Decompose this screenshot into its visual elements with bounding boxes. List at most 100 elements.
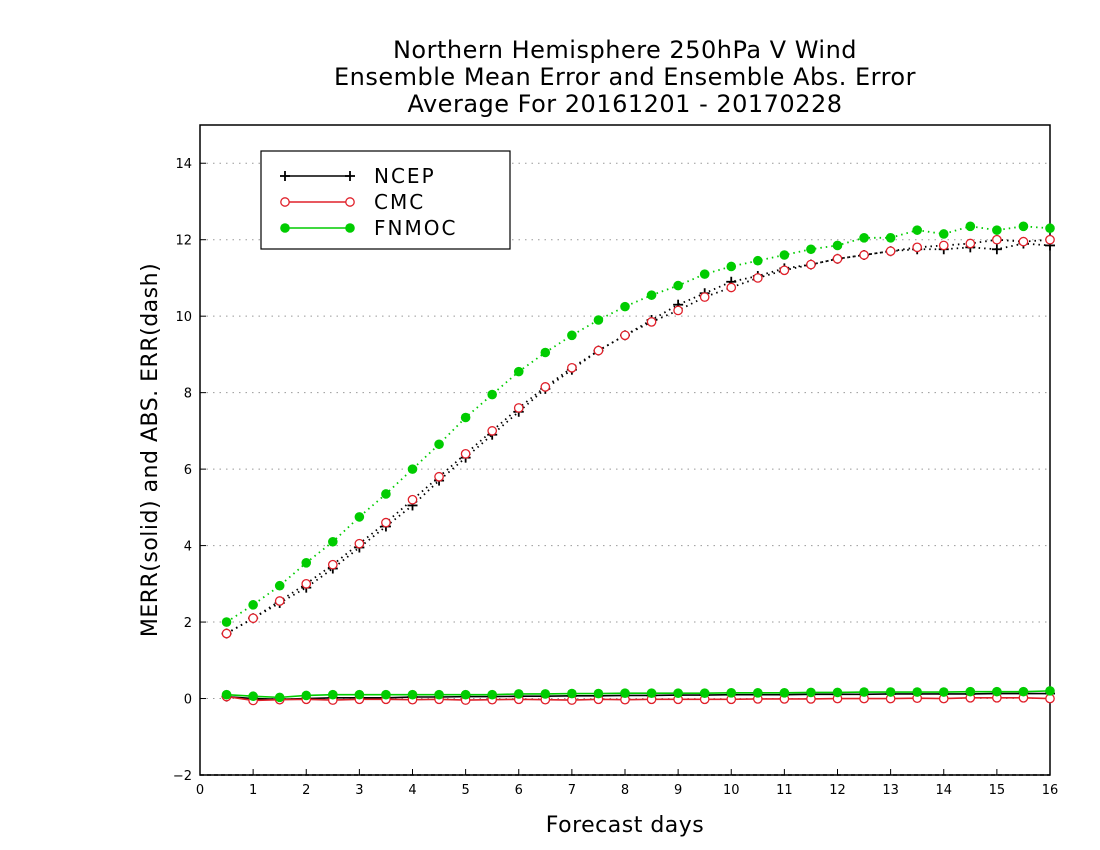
abs-err-point [699, 269, 710, 279]
mean-err-point [885, 687, 896, 697]
abs-err-point [434, 471, 444, 482]
series-cmc [221, 234, 1055, 706]
abs-err-point [620, 330, 630, 341]
x-tick-label: 10 [723, 783, 740, 798]
abs-err-point [248, 600, 258, 610]
abs-err-point [646, 290, 657, 300]
abs-err-point [567, 330, 577, 341]
x-tick-label: 13 [882, 783, 899, 798]
abs-err-point [487, 389, 497, 400]
y-tick-label: 4 [184, 540, 192, 555]
chart-title: Northern Hemisphere 250hPa V Wind [392, 36, 858, 64]
abs-err-point [753, 255, 763, 266]
abs-err-point [726, 261, 737, 272]
abs-err-point [991, 244, 1002, 255]
x-tick-label: 15 [989, 783, 1006, 798]
abs-err-point [593, 315, 604, 325]
abs-err-point [1045, 223, 1055, 234]
abs-err-point [221, 617, 232, 627]
x-tick-label: 1 [249, 783, 257, 798]
abs-err-point [726, 282, 737, 293]
mean-err-point [753, 687, 763, 698]
chart-subtitle-period: Average For 20161201 - 20170228 [407, 90, 843, 118]
abs-err-point [779, 250, 790, 260]
mean-err-point [965, 686, 976, 697]
abs-err-point [965, 221, 976, 232]
x-tick-label: 8 [621, 783, 629, 798]
mean-err-point [646, 688, 657, 698]
abs-err-point [487, 426, 498, 436]
abs-err-point [434, 439, 444, 450]
x-axis-label: Forecast days [546, 813, 705, 838]
abs-err-point [1045, 234, 1055, 245]
mean-err-point [726, 687, 737, 698]
mean-err-point [407, 689, 418, 700]
abs-err-point [274, 596, 285, 606]
legend-marker [280, 197, 290, 207]
abs-err-point [859, 232, 869, 243]
y-tick-label: −2 [173, 769, 192, 784]
mean-err-point [620, 688, 630, 698]
abs-err-point [832, 240, 843, 251]
legend-marker [345, 197, 355, 207]
mean-err-point [487, 689, 497, 700]
mean-err-point [540, 689, 551, 699]
abs-err-point [593, 345, 604, 356]
abs-err-point [513, 403, 524, 413]
legend-label: NCEP [374, 164, 436, 188]
abs-err-point [567, 362, 577, 373]
abs-err-point [752, 273, 763, 283]
mean-err-point [567, 688, 577, 699]
mean-err-point [381, 689, 391, 700]
mean-err-point [328, 689, 338, 700]
abs-err-point [354, 538, 365, 549]
legend-label: FNMOC [374, 216, 457, 240]
mean-err-point [434, 689, 444, 700]
y-tick-label: 10 [175, 310, 192, 325]
abs-err-point [992, 234, 1002, 245]
mean-err-point [460, 689, 471, 700]
y-axis: −2 0 2 4 6 8 10 12 14 [173, 157, 206, 784]
y-tick-label: 2 [184, 616, 192, 631]
x-tick-label: 5 [461, 783, 469, 798]
abs-err-point [885, 246, 896, 257]
series-ncep [221, 238, 1055, 705]
abs-err-point [513, 366, 524, 377]
mean-err-point [832, 687, 843, 698]
y-tick-label: 14 [175, 157, 192, 172]
series-fnmoc [221, 221, 1055, 703]
abs-err-point [699, 292, 710, 302]
abs-err-point [354, 512, 365, 522]
abs-err-point [381, 517, 391, 528]
mean-err-point [221, 689, 232, 700]
series-layer [221, 221, 1055, 706]
abs-err-point [1018, 221, 1029, 232]
grid-layer [200, 162, 1050, 776]
legend-marker [280, 171, 290, 181]
mean-err-point [779, 687, 790, 698]
legend-item-fnmoc: FNMOC [280, 216, 457, 240]
abs-err-point [1018, 236, 1029, 247]
chart-subtitle: Ensemble Mean Error and Ensemble Abs. Er… [334, 63, 916, 91]
mean-err-point [513, 689, 524, 699]
abs-err-point [912, 242, 923, 253]
x-tick-label: 14 [935, 783, 952, 798]
abs-err-point [381, 489, 391, 499]
abs-err-point [274, 580, 285, 591]
y-tick-label: 8 [184, 387, 192, 402]
abs-err-point [938, 229, 949, 239]
legend-item-cmc: CMC [280, 190, 423, 214]
x-tick-label: 3 [355, 783, 363, 798]
x-tick-label: 0 [196, 783, 204, 798]
abs-err-point [460, 412, 471, 423]
abs-err-point [248, 613, 258, 624]
abs-err-point [832, 253, 843, 264]
abs-err-line [226, 225, 1051, 623]
abs-err-point [328, 536, 338, 547]
abs-err-point [301, 578, 312, 589]
abs-err-point [885, 232, 896, 243]
abs-err-point [912, 225, 922, 235]
mean-err-point [301, 690, 312, 701]
abs-err-point [540, 382, 551, 392]
